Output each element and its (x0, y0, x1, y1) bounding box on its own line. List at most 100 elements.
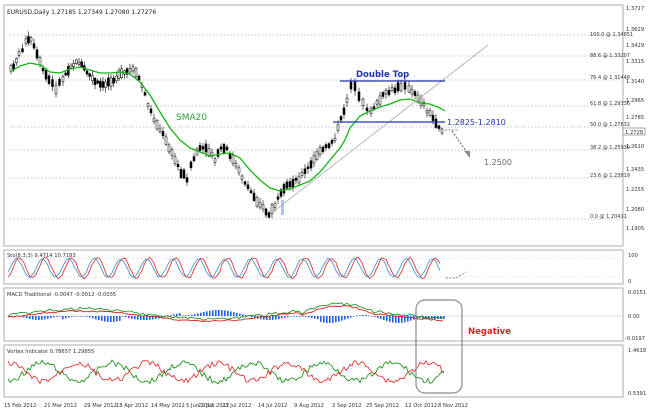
macd-bar (203, 311, 205, 316)
time-axis: 15 Feb 2012 21 Mar 2012 29 Mar 2012 18 A… (4, 403, 468, 409)
candle-body (393, 87, 397, 94)
stochastic-panel[interactable] (3, 249, 624, 285)
candle-body (440, 128, 444, 134)
price-panel[interactable] (3, 4, 624, 247)
stochastic-axis-tick: 0 (628, 279, 631, 285)
candle-body (353, 81, 357, 92)
macd-bar (380, 316, 382, 319)
candle-body (403, 81, 407, 90)
macd-bar (62, 316, 64, 320)
fib-label: 76.4 @ 1.31448 (590, 75, 630, 81)
candle-body (390, 87, 394, 92)
candle-body (237, 167, 241, 174)
macd-bar (200, 312, 202, 316)
macd-bar (302, 316, 304, 317)
trend-line (272, 44, 489, 213)
candle-body (255, 197, 259, 207)
price-tick: 1.2255 (626, 187, 644, 193)
macd-bar (308, 316, 310, 318)
macd-bar (431, 316, 433, 319)
candle-body (339, 116, 343, 121)
vortex-axis-tick: 0.5391 (628, 391, 646, 397)
macd-bar (89, 316, 91, 318)
candle-body (134, 67, 138, 77)
candle-body (104, 81, 107, 88)
macd-header: MACD Traditional -0.0047 -0.0012 -0.0035 (7, 292, 116, 298)
candle-body (137, 75, 141, 81)
price-axis: 1.3717 1.3629 1.3429 1.3315 1.3140 1.296… (626, 6, 644, 232)
current-price-tag (622, 127, 646, 136)
candle-body (243, 181, 247, 185)
candle-body (61, 76, 65, 82)
macd-signal-line (7, 304, 444, 323)
macd-bar (440, 316, 442, 319)
macd-bar (182, 315, 184, 316)
candle-body (167, 144, 171, 153)
macd-bar (320, 316, 322, 322)
macd-bar (29, 316, 31, 319)
candle-body (291, 178, 295, 189)
candle-body (67, 66, 70, 76)
candle-body (264, 208, 268, 216)
time-tick: 9 Aug 2012 (294, 403, 324, 409)
macd-bar (125, 316, 127, 318)
candle-body (234, 162, 238, 168)
time-tick: 14 Jul 2012 (258, 403, 287, 409)
macd-bar (425, 316, 427, 319)
candle-body (249, 190, 253, 194)
macd-bar (212, 310, 214, 316)
candle-body (431, 114, 435, 121)
candle-body (333, 137, 337, 141)
macd-bar (227, 310, 229, 316)
macd-bar (275, 316, 277, 320)
candle-body (246, 184, 250, 190)
candle-body (270, 204, 274, 214)
candle-body (282, 183, 286, 194)
candle-body (109, 77, 113, 87)
macd-bar (215, 310, 217, 316)
candle-body (437, 125, 441, 129)
macd-bar (101, 316, 103, 321)
candle-body (161, 131, 165, 137)
macd-bar (410, 316, 412, 321)
macd-bar (59, 316, 61, 317)
stochastic-arrow (455, 271, 467, 279)
candle-body (219, 146, 223, 150)
macd-bar (383, 316, 385, 321)
candle-body (117, 69, 121, 79)
candle-body (312, 155, 316, 164)
macd-bar (260, 316, 262, 320)
fib-label: 50.0 @ 1.27632 (590, 122, 630, 128)
macd-panel[interactable] (3, 287, 624, 342)
macd-bar (368, 315, 370, 316)
macd-bar (104, 316, 106, 322)
candle-body (321, 146, 325, 153)
macd-bar (371, 316, 373, 317)
time-tick: 21 Mar 2012 (44, 403, 77, 409)
candle-body (294, 178, 298, 181)
candle-body (428, 110, 432, 116)
candle-body (216, 149, 220, 157)
macd-bar (131, 316, 133, 319)
candle-body (32, 43, 36, 49)
candle-body (29, 37, 33, 42)
candle-body (434, 118, 438, 128)
candle-body (101, 81, 105, 88)
macd-bar (11, 316, 13, 317)
macd-bar (443, 316, 445, 319)
macd-bar (92, 316, 94, 319)
macd-bar (407, 316, 409, 322)
time-tick: 3 Sep 2012 (332, 403, 362, 409)
macd-bar (242, 314, 244, 316)
macd-bar (221, 310, 223, 316)
candle-body (357, 91, 361, 101)
macd-bar (335, 316, 337, 323)
candle-body (75, 59, 78, 64)
macd-bar (56, 316, 58, 317)
candle-body (222, 143, 226, 153)
candle-body (231, 155, 235, 164)
vortex-panel[interactable] (3, 344, 624, 398)
macd-bar (26, 316, 28, 319)
candle-body (225, 146, 229, 151)
